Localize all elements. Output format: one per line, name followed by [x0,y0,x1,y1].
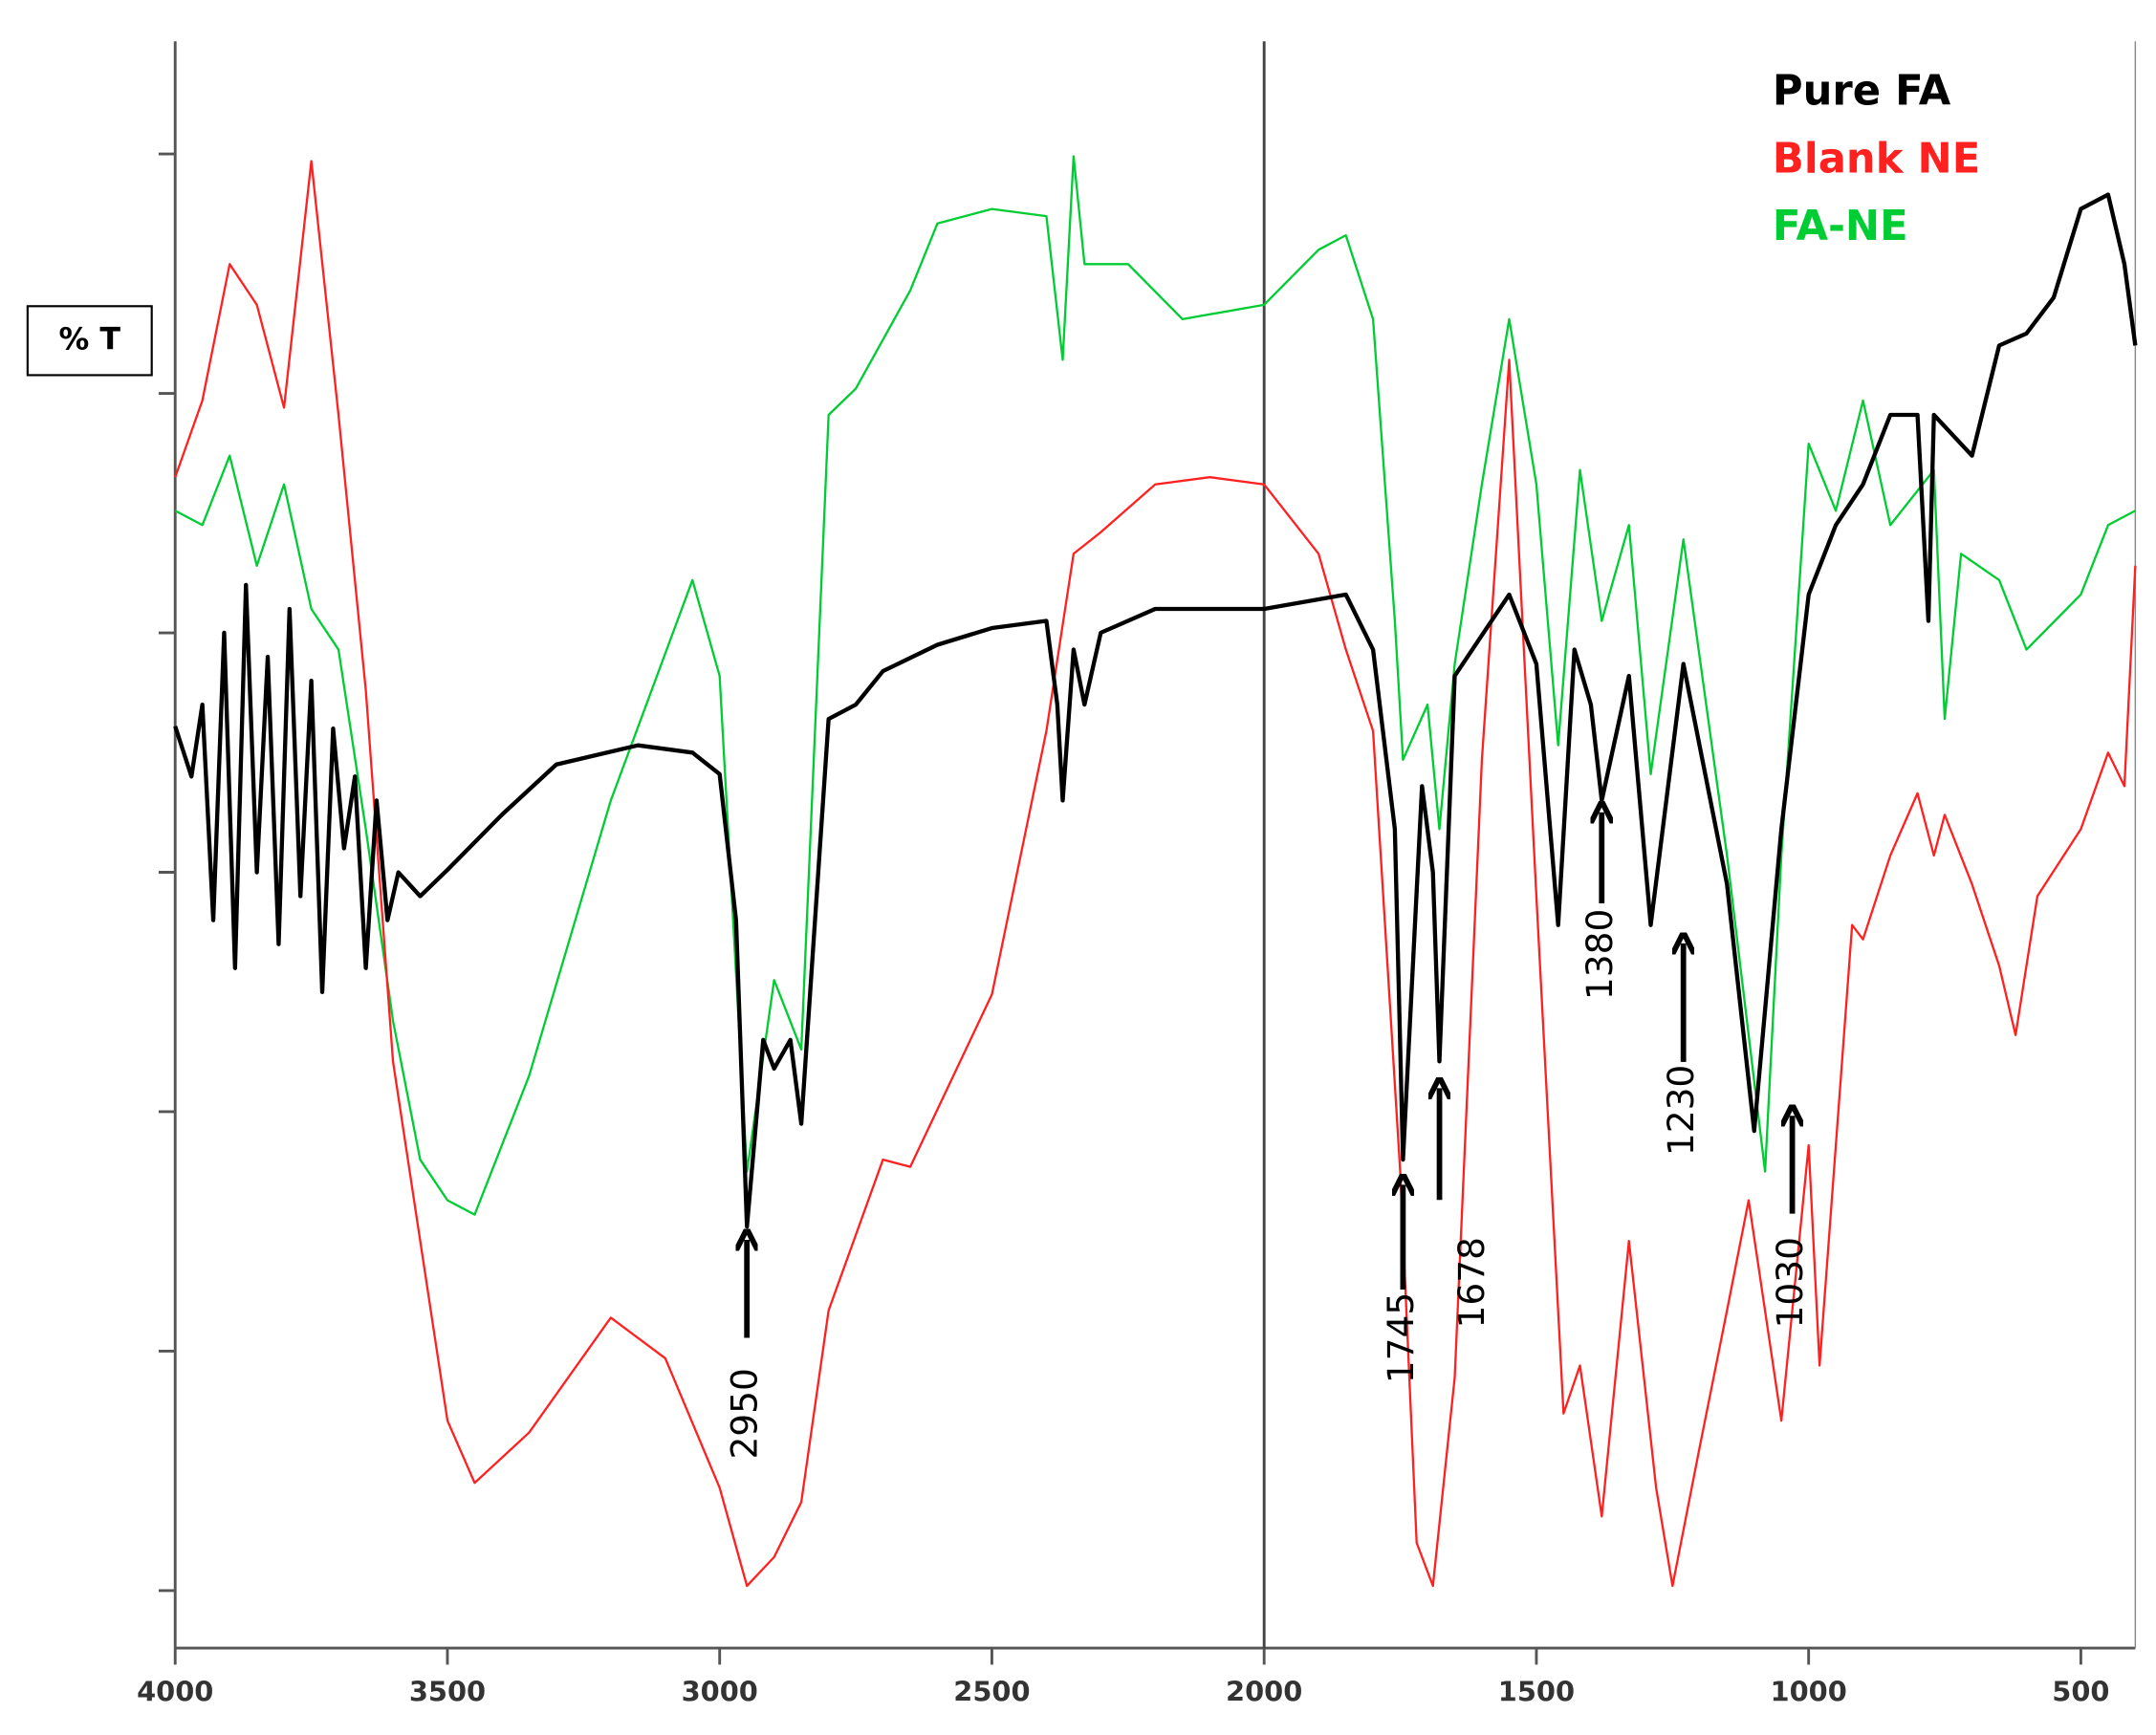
x-tick-label: 500 [2052,1676,2109,1708]
y-axis-label: % T [59,322,121,357]
annotation-label: 1030 [1769,1237,1811,1328]
legend-entry: Pure FA [1773,68,1951,116]
legend-entry: FA-NE [1773,203,1908,250]
y-label-box [26,305,153,377]
x-tick-label: 4000 [137,1676,213,1708]
annotation-label: 1745 [1380,1292,1422,1383]
annotation-label: 1380 [1579,909,1621,1000]
spectrum-line [173,192,2138,1229]
x-tick-label: 3000 [682,1676,758,1708]
legend-entry: Blank NE [1773,135,1980,183]
x-tick-label: 2500 [953,1676,1030,1708]
annotation-label: 1230 [1660,1065,1702,1156]
x-tick-label: 2000 [1226,1676,1302,1708]
spectrum-line [174,160,2137,1588]
x-tick-label: 3500 [409,1676,486,1708]
spectrum-line [174,155,2136,1216]
x-tick-label: 1500 [1498,1676,1575,1708]
annotation-label: 2950 [724,1368,766,1459]
x-tick-label: 1000 [1771,1676,1847,1708]
annotation-label: 1678 [1450,1237,1492,1328]
